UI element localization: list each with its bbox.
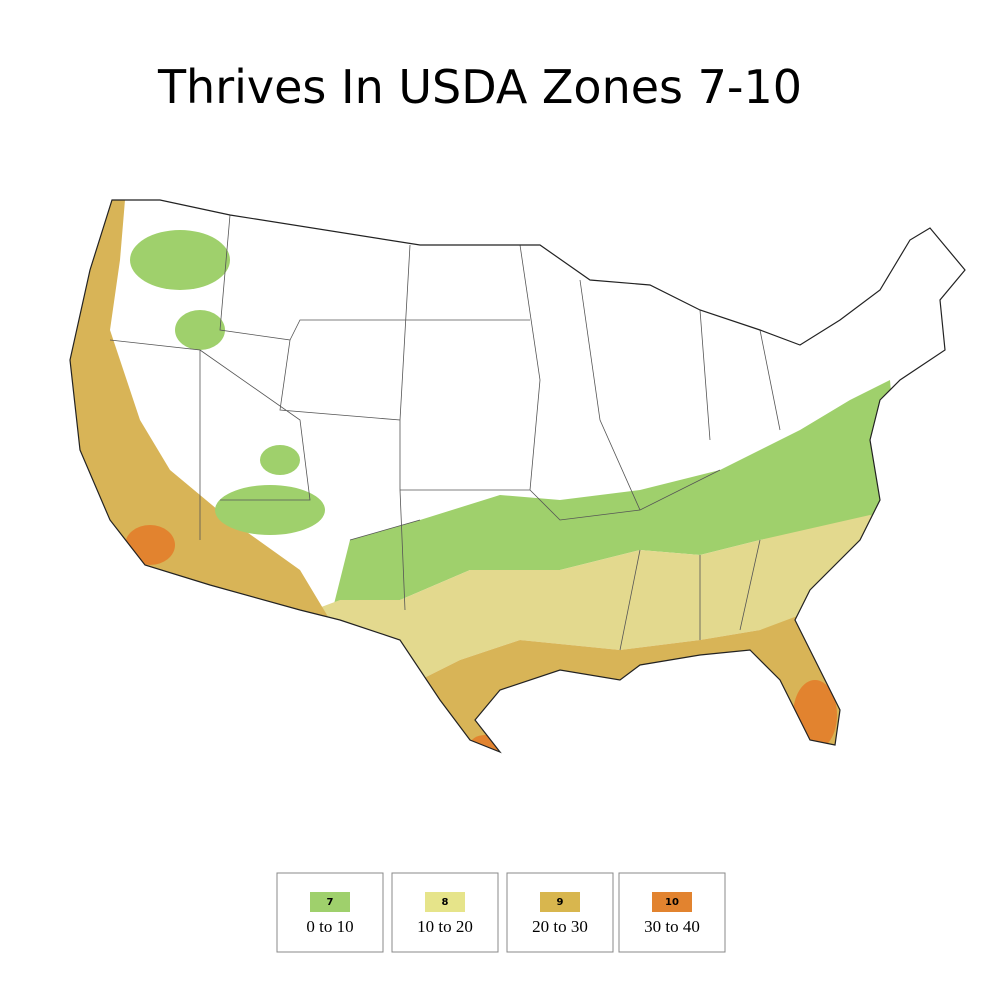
legend-zone: 8: [442, 897, 449, 908]
legend-range: 30 to 40: [644, 917, 700, 936]
legend-range: 0 to 10: [306, 917, 353, 936]
legend-zone: 7: [327, 897, 334, 908]
legend-range: 10 to 20: [417, 917, 473, 936]
title: Thrives In USDA Zones 7-10: [157, 60, 802, 114]
legend-box: [391, 872, 499, 953]
legend-zone: 9: [557, 897, 564, 908]
legend: 7 0 to 10 8 10 to 20 9 20 to 30 10 30 to 40: [276, 872, 726, 953]
legend-swatch: [310, 892, 350, 912]
legend-box: [506, 872, 614, 953]
legend-swatch: [540, 892, 580, 912]
legend-range: 20 to 30: [532, 917, 588, 936]
legend-swatch: [652, 892, 692, 912]
legend-box: [276, 872, 384, 953]
legend-swatch: [425, 892, 465, 912]
legend-zone: 10: [665, 897, 679, 908]
us-outline: [69, 199, 966, 754]
zone-map: [70, 200, 965, 752]
legend-box: [618, 872, 726, 953]
